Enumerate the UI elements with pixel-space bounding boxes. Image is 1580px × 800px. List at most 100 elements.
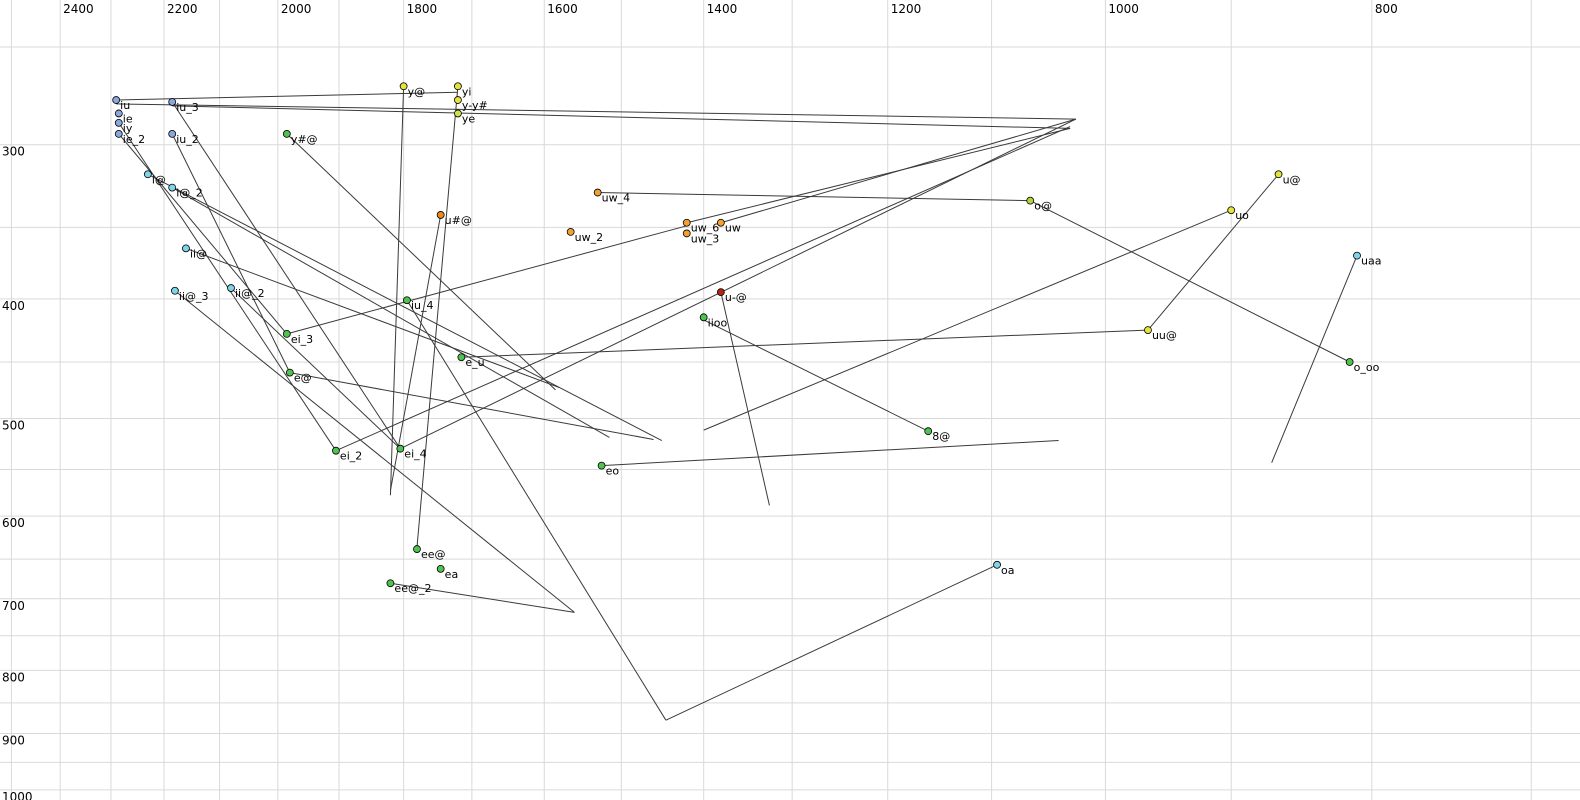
point-label-y#@: y#@: [291, 133, 318, 146]
point-label-iu_3: iu_3: [176, 101, 199, 114]
point-label-u#@: u#@: [445, 214, 472, 227]
data-point-uw: [716, 218, 725, 227]
x-tick-label: 1000: [1108, 2, 1139, 16]
data-point-iu: [112, 96, 121, 104]
point-label-ea: ea: [445, 568, 459, 581]
point-label-uu@: uu@: [1152, 329, 1177, 342]
point-label-ee@: ee@: [421, 548, 446, 561]
trajectory-line: [1029, 200, 1350, 363]
trajectory-line: [703, 209, 1232, 431]
data-point-ee@: [413, 545, 421, 553]
point-label-iy: iy: [123, 122, 133, 135]
point-label-y-y#: y-y#: [462, 99, 488, 112]
point-label-eo: eo: [606, 465, 620, 478]
data-point-ye: [454, 109, 462, 118]
points-layer: [112, 82, 1361, 588]
data-point-iu_4: [403, 296, 411, 305]
point-label-ii@_2: ii@_2: [235, 287, 265, 300]
y-tick-label: 600: [2, 516, 25, 530]
trajectory-line: [286, 133, 556, 391]
data-point-ii@_2: [227, 284, 235, 292]
x-tick-label: 2200: [167, 2, 198, 16]
point-label-y@: y@: [408, 85, 426, 98]
trajectory-line: [390, 582, 575, 613]
data-point-u-@: [716, 288, 725, 297]
data-point-ii@: [182, 244, 190, 253]
trajectory-line: [230, 287, 401, 450]
trajectory-line: [118, 133, 288, 335]
data-point-yi: [454, 82, 462, 91]
data-point-uw_3: [682, 229, 691, 238]
trajectory-line: [601, 440, 1059, 467]
trajectory-line: [597, 192, 1031, 202]
data-point-ie: [114, 109, 123, 118]
point-label-o@: o@: [1034, 200, 1052, 213]
data-point-iu_3: [168, 98, 177, 106]
data-point-e_u: [457, 353, 466, 362]
data-point-uw_4: [593, 188, 602, 197]
data-point-iioo: [699, 313, 708, 322]
data-point-y-y#: [454, 96, 462, 104]
trajectory-line: [171, 101, 401, 449]
point-label-ei_2: ei_2: [340, 450, 362, 463]
point-label-i@: i@: [152, 173, 166, 186]
trajectory-line: [720, 292, 770, 506]
x-tick-label: 1800: [407, 2, 438, 16]
trajectory-line: [172, 105, 1071, 129]
trajectory-line: [147, 173, 663, 441]
data-point-ie_2: [114, 129, 123, 138]
point-label-ei_3: ei_3: [291, 333, 313, 346]
trajectory-line: [185, 247, 560, 389]
data-point-uw_2: [566, 228, 575, 236]
point-label-uw_3: uw_3: [691, 232, 719, 245]
x-tick-label: 1600: [547, 2, 578, 16]
data-point-ii@_3: [171, 286, 179, 295]
y-tick-label: 300: [2, 145, 25, 159]
point-label-uo: uo: [1235, 209, 1249, 222]
point-label-iu: iu: [120, 99, 130, 112]
trajectory-line: [1147, 173, 1279, 331]
data-point-i@_2: [168, 183, 177, 192]
point-label-iu_4: iu_4: [411, 299, 434, 312]
trajectory-line: [720, 118, 1077, 224]
point-label-ii@: ii@: [190, 247, 207, 260]
data-point-ei_3: [282, 329, 291, 338]
trajectory-line: [171, 133, 291, 373]
trajectory-line: [174, 290, 575, 613]
data-point-y@: [399, 82, 408, 91]
trajectory-line: [416, 86, 459, 548]
data-point-y#@: [282, 129, 291, 138]
y-tick-label: 1000: [2, 790, 33, 800]
point-label-uw_2: uw_2: [575, 231, 603, 244]
trajectory-line: [389, 214, 442, 491]
y-tick-label: 500: [2, 418, 25, 432]
y-tick-label: 900: [2, 733, 25, 747]
trajectory-line: [335, 126, 1071, 452]
trajectory-line: [703, 319, 929, 432]
data-point-uo: [1227, 206, 1236, 215]
data-point-uaa: [1353, 251, 1361, 260]
trajectory-line: [1271, 255, 1358, 463]
point-label-uaa: uaa: [1361, 255, 1381, 268]
point-label-uw_6: uw_6: [691, 222, 719, 235]
point-label-uw: uw: [725, 222, 741, 235]
point-label-iu_2: iu_2: [176, 133, 199, 146]
data-point-eo: [597, 461, 606, 470]
data-point-u#@: [436, 211, 445, 219]
data-point-e@: [285, 368, 294, 377]
point-label-uw_4: uw_4: [602, 192, 630, 205]
x-tick-label: 2400: [63, 2, 94, 16]
data-point-i@: [143, 170, 152, 179]
trajectory-line: [406, 299, 667, 721]
trajectory-line: [686, 127, 1071, 224]
data-point-uw_6: [682, 218, 691, 227]
y-tick-label: 800: [2, 670, 25, 684]
data-point-iu_2: [168, 129, 177, 138]
data-point-uu@: [1144, 326, 1152, 335]
data-point-ee@_2: [386, 579, 395, 588]
trajectory-line: [389, 86, 405, 496]
data-point-ei_2: [332, 446, 340, 455]
